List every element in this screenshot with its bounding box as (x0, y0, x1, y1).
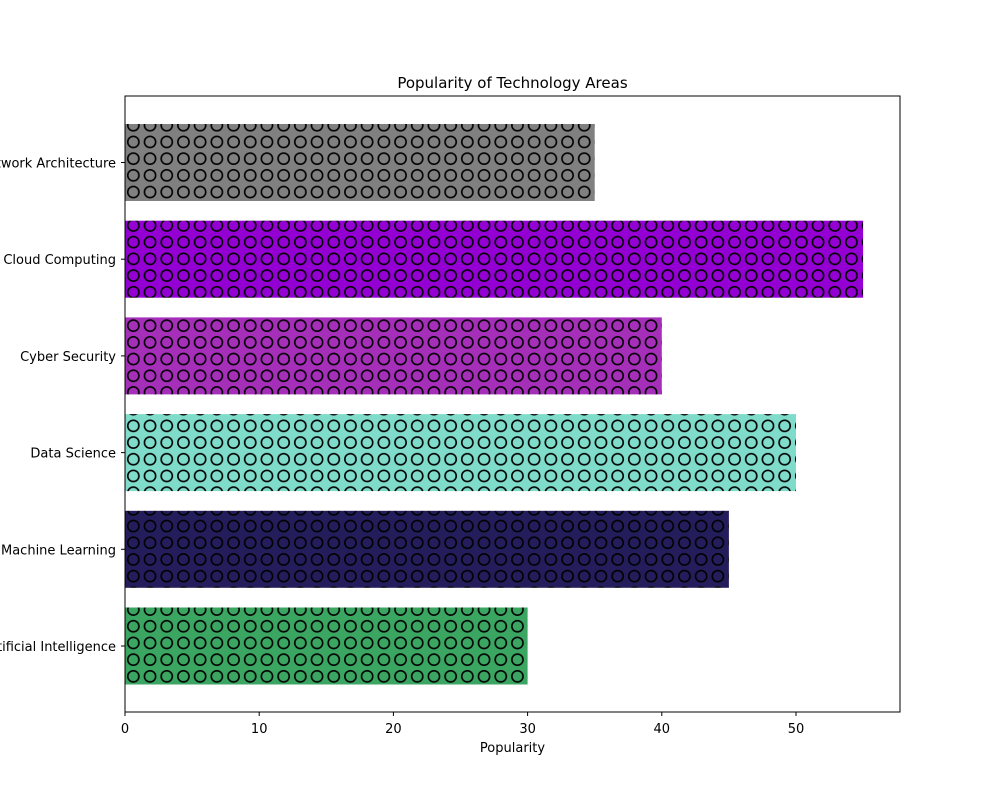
x-tick-label: 10 (251, 722, 268, 737)
bar-artificial-intelligence (125, 607, 528, 685)
bars-layer (125, 124, 864, 685)
bar-network-architecture (125, 124, 595, 201)
y-tick-label: Artificial Intelligence (0, 640, 116, 655)
bar-machine-learning (125, 510, 729, 588)
y-tick-label: Data Science (30, 447, 116, 462)
bar-cloud-computing (125, 220, 864, 298)
x-tick-label: 30 (519, 722, 536, 737)
x-tick-label: 50 (788, 722, 805, 737)
y-tick-label: Machine Learning (1, 543, 116, 558)
bar-cyber-security (125, 317, 662, 395)
chart-title: Popularity of Technology Areas (397, 74, 627, 92)
y-tick-label: Network Architecture (0, 157, 116, 172)
x-tick-label: 20 (385, 722, 402, 737)
x-tick-label: 40 (654, 722, 671, 737)
plot-frame (124, 95, 901, 713)
x-axis-title: Popularity (480, 741, 545, 756)
x-tick-label: 0 (121, 722, 129, 737)
y-tick-label: Cloud Computing (3, 253, 116, 268)
ticks-layer: Artificial Intelligence Machine Learning D… (0, 157, 804, 738)
bar-data-science (125, 414, 796, 492)
y-tick-label: Cyber Security (20, 350, 116, 365)
